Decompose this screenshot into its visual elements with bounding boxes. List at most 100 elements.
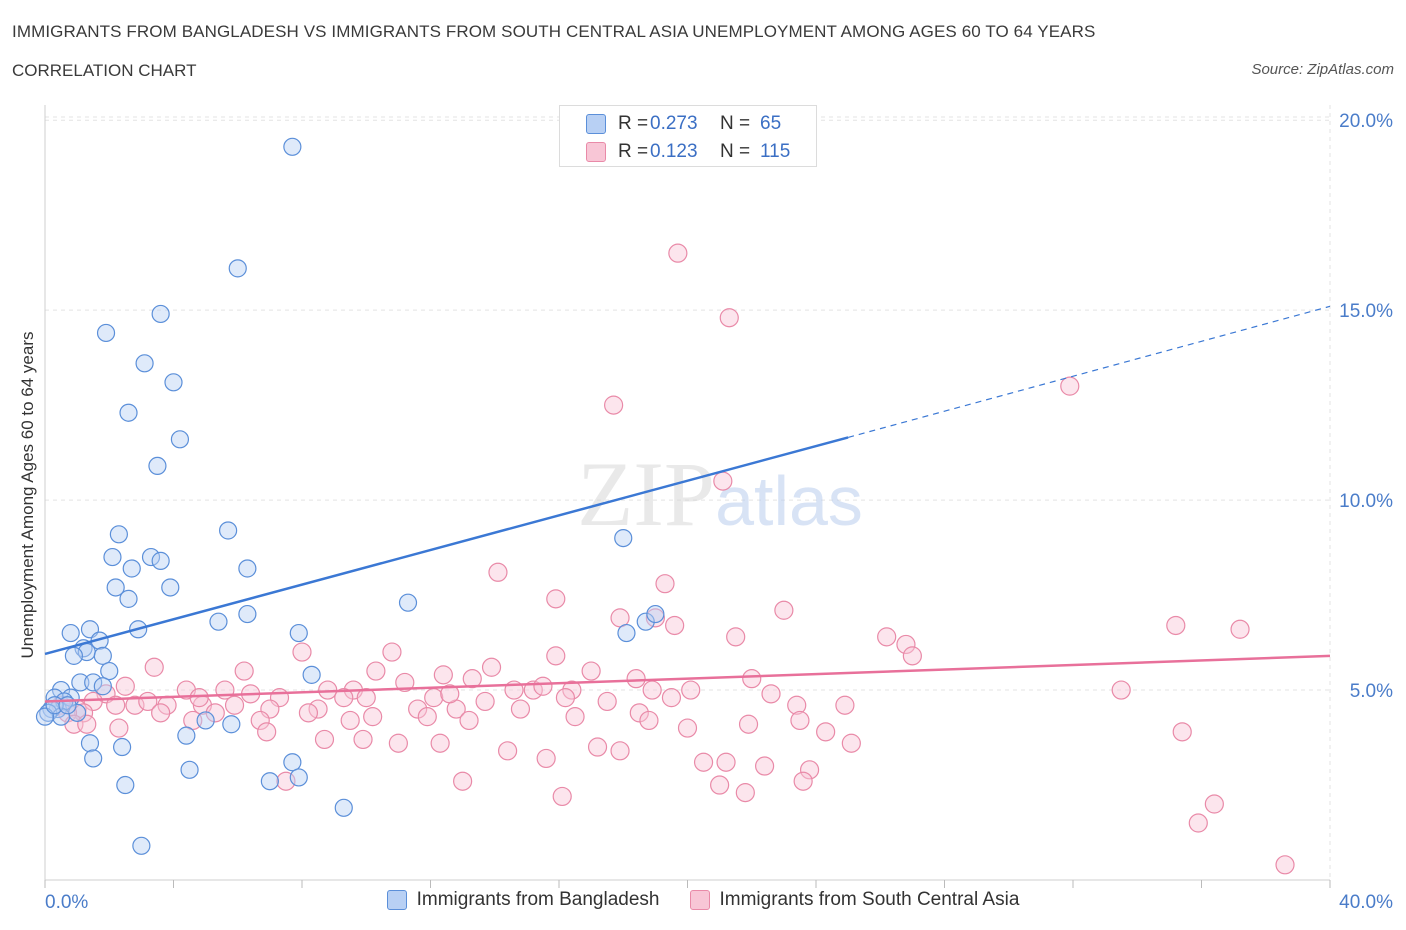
data-point-bangladesh <box>617 623 636 643</box>
data-point-south-central-asia <box>1166 615 1186 636</box>
data-point-south-central-asia <box>424 688 444 708</box>
data-point-south-central-asia <box>408 699 428 719</box>
data-point-south-central-asia <box>440 684 460 704</box>
data-point-south-central-asia <box>604 395 624 415</box>
data-point-south-central-asia <box>713 471 733 491</box>
data-point-bangladesh <box>141 547 161 567</box>
data-point-south-central-asia <box>774 600 794 620</box>
data-point-bangladesh <box>135 354 154 373</box>
legend-swatch-blue <box>386 890 407 910</box>
data-point-south-central-asia <box>742 669 762 689</box>
data-point-bangladesh <box>289 623 308 643</box>
data-point-south-central-asia <box>417 707 437 727</box>
data-point-bangladesh <box>93 677 112 696</box>
data-point-south-central-asia <box>366 661 386 681</box>
legend-label-south-central-asia: Immigrants from South Central Asia <box>719 889 1020 910</box>
data-point-south-central-asia <box>610 741 630 761</box>
data-point-south-central-asia <box>234 661 254 681</box>
data-point-south-central-asia <box>1230 619 1250 639</box>
data-point-bangladesh <box>238 559 257 578</box>
legend-r-value: 0.123 <box>650 141 698 162</box>
data-point-south-central-asia <box>726 627 746 647</box>
data-point-bangladesh <box>132 836 151 855</box>
trend-line-south-central-asia <box>44 654 1331 703</box>
data-point-south-central-asia <box>693 752 714 772</box>
legend-r-label: R = <box>618 141 649 162</box>
data-point-bangladesh <box>614 528 633 548</box>
data-point-south-central-asia <box>799 760 820 780</box>
y-tick-label: 5.0% <box>1350 681 1393 702</box>
data-point-south-central-asia <box>536 748 556 769</box>
y-tick-label: 15.0% <box>1339 301 1393 322</box>
legend-r-value: 0.273 <box>650 113 698 134</box>
data-point-south-central-asia <box>565 707 585 727</box>
data-point-south-central-asia <box>462 669 482 689</box>
series-bangladesh <box>35 137 665 855</box>
series-legend: Immigrants from Bangladesh Immigrants fr… <box>0 889 1406 911</box>
data-point-bangladesh <box>283 137 302 156</box>
data-point-bangladesh <box>302 665 321 684</box>
data-point-south-central-asia <box>738 714 759 734</box>
data-point-south-central-asia <box>677 718 698 738</box>
legend-r-label: R = <box>618 113 649 134</box>
data-point-south-central-asia <box>510 699 531 719</box>
data-point-south-central-asia <box>224 695 245 715</box>
data-point-south-central-asia <box>1204 794 1224 814</box>
data-point-south-central-asia <box>189 688 209 708</box>
y-tick-label: 20.0% <box>1339 111 1393 132</box>
data-point-bangladesh <box>122 559 141 578</box>
data-point-south-central-asia <box>353 729 373 750</box>
data-point-south-central-asia <box>115 676 135 696</box>
trend-line-bangladesh-extension <box>847 305 1331 438</box>
data-point-south-central-asia <box>787 695 807 715</box>
y-axis-label: Unemployment Among Ages 60 to 64 years <box>18 332 37 659</box>
data-point-bangladesh <box>93 646 112 665</box>
data-point-south-central-asia <box>877 627 897 647</box>
trend-lines <box>44 305 1331 703</box>
data-point-south-central-asia <box>459 710 479 731</box>
legend-label-bangladesh: Immigrants from Bangladesh <box>416 889 660 910</box>
data-point-south-central-asia <box>475 691 495 712</box>
data-point-bangladesh <box>228 259 247 278</box>
data-point-bangladesh <box>636 612 655 631</box>
data-point-south-central-asia <box>735 783 755 803</box>
data-point-south-central-asia <box>562 680 582 700</box>
data-point-bangladesh <box>161 578 180 597</box>
data-point-south-central-asia <box>340 710 360 731</box>
data-point-bangladesh <box>196 711 215 730</box>
data-point-south-central-asia <box>395 672 415 693</box>
axes: 5.0% 10.0% 15.0% 20.0% 0.0% 40.0% <box>44 105 1393 913</box>
data-point-bangladesh <box>84 749 103 768</box>
data-point-south-central-asia <box>629 703 649 723</box>
legend-n-label: N = <box>720 113 751 134</box>
data-point-south-central-asia <box>250 710 270 731</box>
chart-subtitle: CORRELATION CHART <box>12 61 197 80</box>
data-point-south-central-asia <box>790 710 810 731</box>
data-point-bangladesh <box>170 430 190 449</box>
source-note: Source: ZipAtlas.com <box>1251 61 1394 78</box>
data-point-bangladesh <box>109 525 128 544</box>
data-point-bangladesh <box>100 661 119 681</box>
data-point-south-central-asia <box>314 729 335 750</box>
data-point-south-central-asia <box>1111 680 1131 700</box>
data-point-south-central-asia <box>308 699 328 719</box>
data-point-south-central-asia <box>710 775 730 795</box>
data-point-south-central-asia <box>552 786 572 807</box>
data-point-bangladesh <box>209 612 228 631</box>
data-point-south-central-asia <box>125 695 145 715</box>
data-point-south-central-asia <box>655 574 675 594</box>
data-point-bangladesh <box>283 753 302 772</box>
trend-line-bangladesh <box>44 436 849 656</box>
data-point-south-central-asia <box>896 634 916 655</box>
data-point-south-central-asia <box>754 756 775 776</box>
data-point-bangladesh <box>219 521 238 540</box>
legend-row-bangladesh: R = 0.273 N = 65 <box>586 112 781 136</box>
data-point-south-central-asia <box>902 646 922 666</box>
legend-row-south-central-asia: R = 0.123 N = 115 <box>586 140 790 164</box>
legend-swatch-pink <box>586 142 606 162</box>
data-point-south-central-asia <box>298 703 319 723</box>
data-point-south-central-asia <box>481 657 502 677</box>
data-point-south-central-asia <box>488 562 508 582</box>
data-point-south-central-asia <box>1275 855 1295 875</box>
